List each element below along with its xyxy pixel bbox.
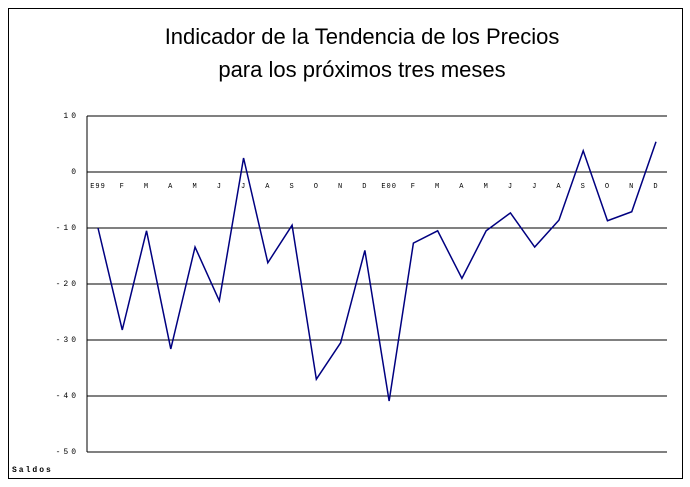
x-tick-label: O bbox=[314, 183, 319, 191]
x-tick-label: E00 bbox=[381, 183, 397, 191]
y-tick-label: -20 bbox=[56, 280, 79, 289]
x-tick-label: M bbox=[435, 183, 440, 191]
x-tick-label: J bbox=[532, 183, 537, 191]
x-tick-label: E99 bbox=[90, 183, 106, 191]
y-tick-label: -10 bbox=[56, 224, 79, 233]
chart-title: Indicador de la Tendencia de los Precios bbox=[165, 24, 560, 49]
x-tick-label: A bbox=[459, 183, 464, 191]
x-tick-label: J bbox=[217, 183, 222, 191]
x-tick-label: J bbox=[508, 183, 513, 191]
y-axis-label: Saldos bbox=[12, 466, 53, 475]
x-tick-label: F bbox=[411, 183, 416, 191]
y-tick-label: -50 bbox=[56, 448, 79, 457]
x-tick-label: S bbox=[289, 183, 294, 191]
chart-title: para los próximos tres meses bbox=[218, 57, 505, 82]
x-tick-label: M bbox=[144, 183, 149, 191]
x-tick-label: D bbox=[653, 183, 658, 191]
x-tick-label: F bbox=[120, 183, 125, 191]
data-line bbox=[97, 141, 657, 402]
y-tick-label: -40 bbox=[56, 392, 79, 401]
x-tick-label: M bbox=[192, 183, 197, 191]
x-tick-label: A bbox=[556, 183, 561, 191]
x-tick-label: J bbox=[241, 183, 246, 191]
y-tick-label: 10 bbox=[63, 112, 79, 121]
x-tick-label: D bbox=[362, 183, 367, 191]
x-tick-label: N bbox=[629, 183, 634, 191]
x-tick-label: A bbox=[168, 183, 173, 191]
y-tick-label: -30 bbox=[56, 336, 79, 345]
y-tick-label: 0 bbox=[71, 168, 79, 177]
x-tick-label: M bbox=[484, 183, 489, 191]
x-tick-label: N bbox=[338, 183, 343, 191]
x-tick-label: S bbox=[581, 183, 586, 191]
chart-border bbox=[8, 8, 683, 479]
x-tick-label: O bbox=[605, 183, 610, 191]
x-tick-label: A bbox=[265, 183, 270, 191]
